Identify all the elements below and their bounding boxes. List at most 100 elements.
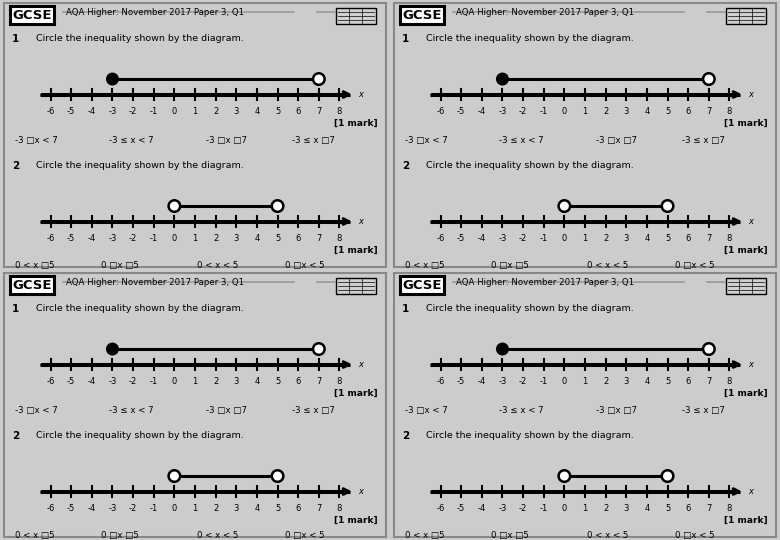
Text: 0 □x < 5: 0 □x < 5 bbox=[285, 531, 324, 540]
Text: -3 □x < 7: -3 □x < 7 bbox=[406, 136, 448, 145]
Text: -2: -2 bbox=[519, 504, 527, 514]
Bar bbox=[725, 278, 766, 294]
Text: 3: 3 bbox=[233, 234, 239, 244]
Text: -5: -5 bbox=[67, 234, 76, 244]
Text: 7: 7 bbox=[706, 234, 711, 244]
Text: [1 mark]: [1 mark] bbox=[334, 119, 378, 128]
Text: 0 □x < 5: 0 □x < 5 bbox=[675, 531, 714, 540]
Text: Circle the inequality shown by the diagram.: Circle the inequality shown by the diagr… bbox=[427, 431, 634, 441]
Text: -6: -6 bbox=[46, 504, 55, 514]
Text: 1: 1 bbox=[193, 234, 197, 244]
Text: 2: 2 bbox=[213, 234, 218, 244]
Text: 1: 1 bbox=[12, 35, 20, 44]
Text: Circle the inequality shown by the diagram.: Circle the inequality shown by the diagr… bbox=[37, 35, 244, 43]
Text: -3 ≤ x □7: -3 ≤ x □7 bbox=[292, 406, 335, 415]
Text: GCSE: GCSE bbox=[12, 279, 51, 292]
Text: -1: -1 bbox=[150, 504, 158, 514]
Circle shape bbox=[497, 73, 509, 85]
Text: 3: 3 bbox=[233, 377, 239, 386]
Text: -3 ≤ x □7: -3 ≤ x □7 bbox=[682, 406, 725, 415]
Text: 8: 8 bbox=[727, 504, 732, 514]
Text: 7: 7 bbox=[706, 107, 711, 116]
Text: 0 □x < 5: 0 □x < 5 bbox=[285, 261, 324, 270]
Text: 7: 7 bbox=[316, 504, 321, 514]
Text: 4: 4 bbox=[254, 107, 260, 116]
Text: -5: -5 bbox=[67, 107, 76, 116]
Text: 7: 7 bbox=[706, 504, 711, 514]
Text: 0 < x < 5: 0 < x < 5 bbox=[587, 531, 628, 540]
Text: 2: 2 bbox=[402, 161, 410, 172]
Text: -6: -6 bbox=[46, 107, 55, 116]
Text: 1: 1 bbox=[583, 377, 587, 386]
Text: Circle the inequality shown by the diagram.: Circle the inequality shown by the diagr… bbox=[37, 305, 244, 313]
Text: 4: 4 bbox=[254, 504, 260, 514]
Circle shape bbox=[661, 470, 673, 482]
Text: -3 □x □7: -3 □x □7 bbox=[207, 136, 247, 145]
Text: -3 ≤ x □7: -3 ≤ x □7 bbox=[682, 136, 725, 145]
Text: x: x bbox=[359, 90, 363, 99]
Text: -1: -1 bbox=[540, 234, 548, 244]
Text: GCSE: GCSE bbox=[402, 279, 441, 292]
Text: x: x bbox=[749, 487, 753, 496]
Text: 0 < x □5: 0 < x □5 bbox=[406, 261, 445, 270]
Text: 4: 4 bbox=[644, 504, 650, 514]
Text: -5: -5 bbox=[457, 234, 466, 244]
Text: -3 ≤ x < 7: -3 ≤ x < 7 bbox=[499, 406, 544, 415]
Text: -6: -6 bbox=[436, 504, 445, 514]
Text: 1: 1 bbox=[193, 377, 197, 386]
Text: -6: -6 bbox=[436, 377, 445, 386]
Text: 8: 8 bbox=[337, 377, 342, 386]
Text: -4: -4 bbox=[87, 107, 96, 116]
Text: 0: 0 bbox=[562, 234, 567, 244]
Text: -3 □x < 7: -3 □x < 7 bbox=[16, 406, 58, 415]
Text: 3: 3 bbox=[233, 107, 239, 116]
Text: 0 < x < 5: 0 < x < 5 bbox=[587, 261, 628, 270]
Text: 7: 7 bbox=[316, 107, 321, 116]
Text: 0 < x □5: 0 < x □5 bbox=[16, 531, 55, 540]
Text: 2: 2 bbox=[213, 107, 218, 116]
Text: Circle the inequality shown by the diagram.: Circle the inequality shown by the diagr… bbox=[427, 35, 634, 43]
Text: 0 □x □5: 0 □x □5 bbox=[491, 261, 530, 270]
Text: 0 < x < 5: 0 < x < 5 bbox=[197, 261, 238, 270]
Circle shape bbox=[558, 200, 570, 212]
Text: 4: 4 bbox=[644, 234, 650, 244]
Text: 2: 2 bbox=[213, 377, 218, 386]
Bar bbox=[725, 8, 766, 24]
Text: 4: 4 bbox=[254, 234, 260, 244]
Text: -1: -1 bbox=[540, 107, 548, 116]
Text: 1: 1 bbox=[583, 504, 587, 514]
Text: [1 mark]: [1 mark] bbox=[724, 516, 768, 524]
Text: 2: 2 bbox=[603, 107, 608, 116]
Text: x: x bbox=[749, 360, 753, 369]
Text: 5: 5 bbox=[665, 504, 670, 514]
Circle shape bbox=[107, 73, 119, 85]
Circle shape bbox=[271, 470, 283, 482]
Text: 3: 3 bbox=[623, 107, 629, 116]
Text: x: x bbox=[359, 487, 363, 496]
Text: -6: -6 bbox=[46, 377, 55, 386]
Text: -3: -3 bbox=[498, 504, 507, 514]
Text: 0: 0 bbox=[562, 377, 567, 386]
Text: [1 mark]: [1 mark] bbox=[724, 119, 768, 128]
Text: -3: -3 bbox=[108, 504, 117, 514]
Circle shape bbox=[703, 343, 714, 355]
Text: 0: 0 bbox=[172, 377, 177, 386]
Text: -6: -6 bbox=[436, 234, 445, 244]
Text: -3: -3 bbox=[108, 234, 117, 244]
Text: 6: 6 bbox=[686, 234, 691, 244]
Text: 0: 0 bbox=[172, 107, 177, 116]
Text: -2: -2 bbox=[129, 377, 137, 386]
Text: 5: 5 bbox=[275, 504, 280, 514]
Text: 2: 2 bbox=[603, 377, 608, 386]
Text: AQA Higher: November 2017 Paper 3, Q1: AQA Higher: November 2017 Paper 3, Q1 bbox=[456, 8, 634, 17]
Text: 8: 8 bbox=[337, 504, 342, 514]
Text: 7: 7 bbox=[316, 377, 321, 386]
Text: 6: 6 bbox=[686, 107, 691, 116]
Text: 0 < x □5: 0 < x □5 bbox=[406, 531, 445, 540]
Text: -4: -4 bbox=[87, 377, 96, 386]
Text: 3: 3 bbox=[623, 234, 629, 244]
Text: 1: 1 bbox=[402, 35, 410, 44]
Text: -3: -3 bbox=[498, 107, 507, 116]
Text: -2: -2 bbox=[129, 234, 137, 244]
Text: -5: -5 bbox=[457, 504, 466, 514]
